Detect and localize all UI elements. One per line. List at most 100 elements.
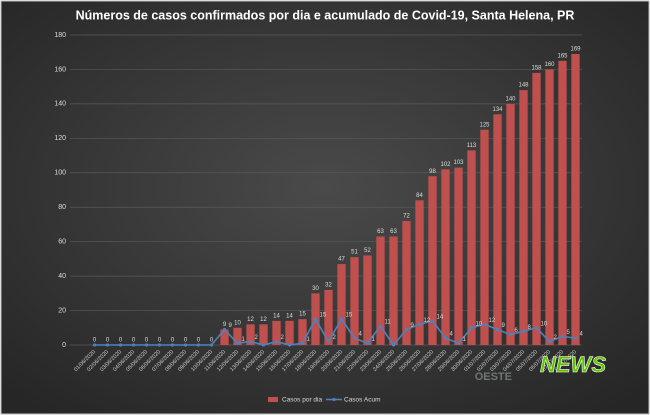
line-marker bbox=[482, 322, 487, 326]
bar-label: 9 bbox=[223, 322, 227, 328]
line-marker bbox=[105, 343, 110, 347]
line-marker bbox=[495, 327, 500, 332]
bar bbox=[493, 114, 502, 345]
line-marker bbox=[534, 326, 539, 330]
line bbox=[94, 317, 576, 347]
line-label: 12 bbox=[424, 318, 431, 324]
bar-label: 0 bbox=[132, 338, 136, 344]
y-tick-label: 80 bbox=[58, 204, 66, 211]
bar bbox=[233, 327, 242, 345]
bar-label: 0 bbox=[184, 338, 188, 344]
y-tick-label: 60 bbox=[58, 239, 66, 246]
bar-label: 134 bbox=[492, 107, 503, 113]
line-marker bbox=[547, 339, 552, 344]
bar bbox=[441, 169, 450, 345]
line-marker bbox=[326, 339, 331, 344]
bar-label: 103 bbox=[453, 160, 464, 166]
bar-label: 51 bbox=[351, 250, 358, 256]
line-marker bbox=[196, 343, 201, 347]
chart-title: Números de casos confirmados por dia e a… bbox=[76, 8, 575, 22]
bar-label: 113 bbox=[467, 143, 477, 149]
bar-label: 0 bbox=[106, 338, 110, 344]
bar bbox=[350, 257, 359, 345]
line-label: 1 bbox=[242, 337, 246, 343]
line-marker bbox=[469, 326, 474, 330]
line-marker bbox=[430, 319, 435, 323]
line-marker bbox=[365, 341, 370, 345]
bar bbox=[298, 319, 307, 345]
bar-label: 14 bbox=[273, 313, 280, 319]
watermark: NEWS bbox=[540, 352, 606, 377]
legend-swatch bbox=[332, 397, 336, 402]
bar bbox=[428, 176, 437, 345]
line-label: 1 bbox=[307, 337, 311, 343]
line-marker bbox=[261, 343, 266, 347]
line-label: 9 bbox=[502, 323, 506, 329]
line-marker bbox=[456, 341, 461, 345]
bar bbox=[376, 236, 385, 345]
bar bbox=[558, 60, 567, 345]
line-marker bbox=[118, 343, 123, 347]
bar-label: 47 bbox=[338, 257, 345, 263]
bar bbox=[363, 255, 372, 345]
bar bbox=[389, 236, 398, 345]
line-label: 15 bbox=[346, 313, 353, 319]
bar-label: 63 bbox=[377, 229, 384, 235]
line-label: 4 bbox=[450, 332, 454, 338]
y-tick-label: 140 bbox=[54, 101, 66, 108]
legend-label: Casos Acum bbox=[344, 397, 381, 404]
line-marker bbox=[352, 336, 357, 340]
line-label: 9 bbox=[229, 323, 233, 329]
line-marker bbox=[235, 341, 240, 345]
line-marker bbox=[521, 329, 526, 333]
bar-label: 52 bbox=[364, 248, 371, 254]
bar-label: 0 bbox=[93, 338, 97, 344]
bar bbox=[246, 324, 255, 345]
line-label: 8 bbox=[528, 325, 532, 331]
line-label: 15 bbox=[320, 313, 327, 319]
line-marker bbox=[248, 339, 253, 344]
bar-label: 72 bbox=[403, 214, 410, 220]
line-marker bbox=[404, 327, 409, 332]
line-marker bbox=[274, 339, 279, 344]
bar-label: 12 bbox=[247, 317, 254, 323]
bar-label: 63 bbox=[390, 229, 397, 235]
bar-label: 0 bbox=[119, 338, 123, 344]
line-marker bbox=[170, 343, 175, 347]
bar-label: 98 bbox=[429, 169, 436, 175]
line-label: 10 bbox=[476, 321, 483, 327]
line-label: 2 bbox=[281, 335, 285, 341]
bar bbox=[532, 72, 541, 345]
line-marker bbox=[391, 343, 396, 347]
bar bbox=[480, 129, 489, 345]
line-label: 1 bbox=[463, 337, 467, 343]
line-label: 6 bbox=[515, 328, 519, 334]
line-marker bbox=[157, 343, 162, 347]
bar-label: 165 bbox=[557, 53, 568, 59]
line-marker bbox=[144, 343, 149, 347]
line-label: 12 bbox=[489, 318, 496, 324]
line-label: 2 bbox=[554, 335, 558, 341]
line-marker bbox=[339, 317, 344, 321]
line-label: 5 bbox=[567, 330, 571, 336]
line-marker bbox=[443, 336, 448, 340]
bar-label: 84 bbox=[416, 193, 423, 199]
line-marker bbox=[300, 341, 305, 345]
bar-label: 0 bbox=[158, 338, 162, 344]
line-label: 10 bbox=[541, 321, 548, 327]
line-marker bbox=[560, 334, 565, 338]
bar bbox=[259, 324, 268, 345]
bar-label: 169 bbox=[570, 47, 581, 53]
bar-label: 0 bbox=[145, 338, 149, 344]
line-marker bbox=[209, 343, 214, 347]
line-marker bbox=[508, 333, 513, 337]
line-marker bbox=[417, 322, 422, 326]
line-marker bbox=[378, 324, 383, 328]
bar bbox=[571, 53, 580, 345]
line-label: 2 bbox=[255, 335, 259, 341]
legend-swatch bbox=[268, 397, 278, 402]
bar-label: 0 bbox=[171, 338, 175, 344]
bar bbox=[272, 320, 281, 345]
bar bbox=[285, 320, 294, 345]
